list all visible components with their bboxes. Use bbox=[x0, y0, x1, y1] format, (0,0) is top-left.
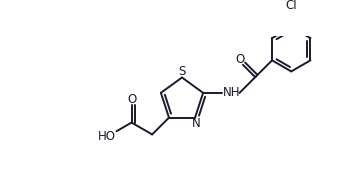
Text: O: O bbox=[235, 53, 244, 66]
Text: S: S bbox=[178, 65, 186, 78]
Text: HO: HO bbox=[98, 129, 116, 143]
Text: Cl: Cl bbox=[285, 0, 297, 12]
Text: NH: NH bbox=[223, 86, 240, 99]
Text: N: N bbox=[192, 117, 201, 130]
Text: O: O bbox=[127, 93, 136, 106]
